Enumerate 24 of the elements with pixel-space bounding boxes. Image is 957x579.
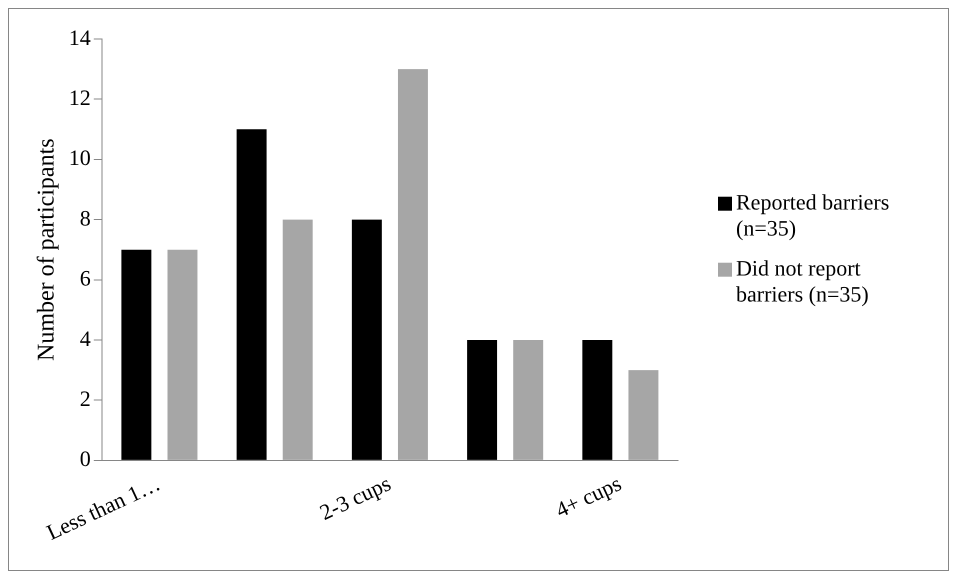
y-tick-label: 12: [68, 84, 91, 110]
y-tick-label: 6: [80, 266, 91, 291]
y-tick-label: 0: [80, 446, 91, 472]
bar: [352, 220, 382, 460]
y-axis-title: Number of participants: [34, 138, 60, 362]
bar: [467, 340, 498, 460]
x-tick-label: 2-3 cups: [316, 470, 394, 525]
y-tick-label: 4: [80, 326, 91, 351]
legend-label: Did not report barriers (n=35): [736, 255, 869, 306]
y-tick-label: 14: [68, 24, 91, 50]
bar: [398, 69, 428, 460]
y-tick-label: 2: [80, 386, 91, 412]
bar: [582, 340, 612, 460]
bar: [121, 250, 152, 460]
x-tick-label: Less than 1…: [42, 470, 164, 545]
x-tick-label: 4+ cups: [552, 470, 625, 522]
bar: [513, 340, 544, 460]
bar: [167, 250, 198, 460]
bar: [282, 220, 313, 460]
bar: [628, 370, 658, 460]
legend-label: Reported barriers (n=35): [736, 189, 890, 240]
bar: [236, 129, 267, 460]
y-tick-label: 8: [80, 205, 91, 230]
y-tick-label: 10: [68, 145, 91, 170]
